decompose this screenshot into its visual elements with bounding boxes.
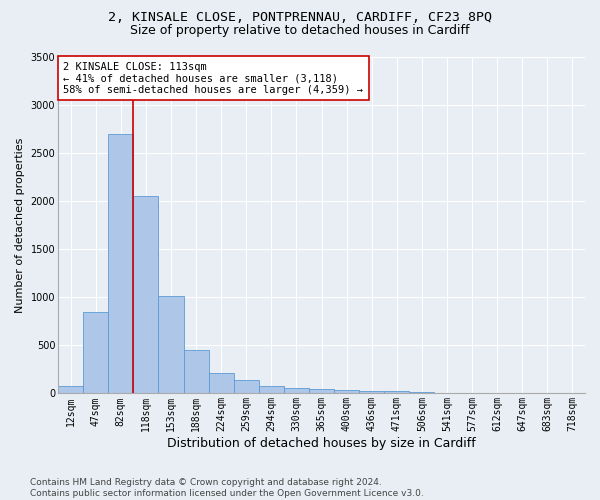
Text: 2 KINSALE CLOSE: 113sqm
← 41% of detached houses are smaller (3,118)
58% of semi: 2 KINSALE CLOSE: 113sqm ← 41% of detache…	[64, 62, 364, 95]
Bar	[259, 386, 284, 394]
Bar	[108, 134, 133, 394]
X-axis label: Distribution of detached houses by size in Cardiff: Distribution of detached houses by size …	[167, 437, 476, 450]
Bar	[158, 296, 184, 394]
Bar	[409, 392, 434, 394]
Bar	[309, 388, 334, 394]
Text: Size of property relative to detached houses in Cardiff: Size of property relative to detached ho…	[130, 24, 470, 37]
Bar	[334, 390, 359, 394]
Text: 2, KINSALE CLOSE, PONTPRENNAU, CARDIFF, CF23 8PQ: 2, KINSALE CLOSE, PONTPRENNAU, CARDIFF, …	[108, 11, 492, 24]
Bar	[234, 380, 259, 394]
Bar	[83, 312, 108, 394]
Bar	[133, 196, 158, 394]
Text: Contains HM Land Registry data © Crown copyright and database right 2024.
Contai: Contains HM Land Registry data © Crown c…	[30, 478, 424, 498]
Bar	[384, 391, 409, 394]
Y-axis label: Number of detached properties: Number of detached properties	[15, 138, 25, 312]
Bar	[184, 350, 209, 394]
Bar	[209, 373, 234, 394]
Bar	[359, 390, 384, 394]
Bar	[58, 386, 83, 394]
Bar	[284, 388, 309, 394]
